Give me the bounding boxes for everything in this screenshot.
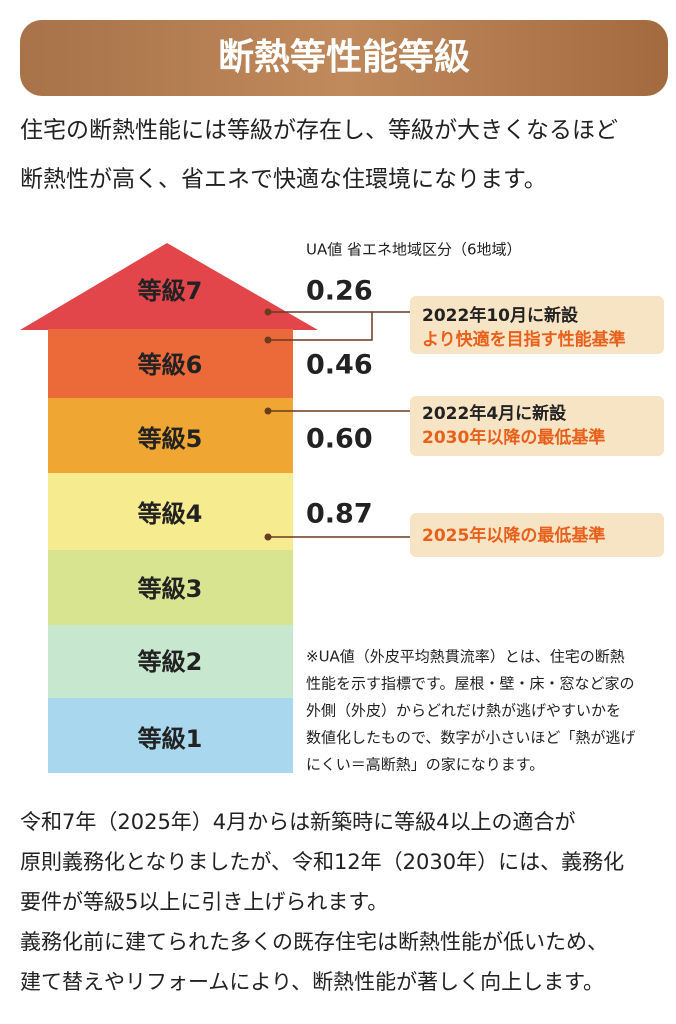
body-line: 原則義務化となりましたが、令和12年（2030年）には、義務化 — [20, 850, 624, 874]
body-line: 要件が等級5以上に引き上げられます。 — [20, 890, 388, 914]
band — [48, 698, 293, 773]
grade-label: 等級1 — [138, 725, 203, 753]
grade-label: 等級3 — [138, 575, 203, 603]
ua-value: 0.26 — [306, 276, 373, 307]
note-text: 2022年10月に新設 — [422, 305, 579, 326]
ua-value: 0.87 — [306, 499, 373, 530]
body-text: 令和7年（2025年）4月からは新築時に等級4以上の適合が原則義務化となりました… — [20, 810, 624, 994]
grade-label: 等級6 — [138, 351, 203, 379]
note-text: 2025年以降の最低基準 — [422, 525, 605, 546]
ua-value: 0.60 — [306, 424, 373, 455]
note-box — [410, 396, 664, 456]
grade-label: 等級7 — [138, 277, 203, 305]
footnote-line: ※UA値（外皮平均熱貫流率）とは、住宅の断熱 — [306, 648, 625, 666]
body-line: 義務化前に建てられた多くの既存住宅は断熱性能が低いため、 — [20, 930, 608, 954]
note-text: 2030年以降の最低基準 — [422, 427, 605, 448]
footnote-line: 数値化したもので、数字が小さいほど「熱が逃げ — [306, 729, 635, 747]
ua-header: UA値 省エネ地域区分（6地域） — [306, 241, 522, 259]
connectors — [268, 311, 410, 538]
ua-value: 0.46 — [306, 350, 373, 381]
body-line: 建て替えやリフォームにより、断熱性能が著しく向上します。 — [20, 970, 604, 994]
band — [48, 473, 293, 551]
note-box — [410, 296, 664, 354]
footnote: ※UA値（外皮平均熱貫流率）とは、住宅の断熱性能を示す指標です。屋根・壁・床・窓… — [306, 648, 635, 774]
note-text: 2022年4月に新設 — [422, 403, 567, 424]
grade-label: 等級4 — [138, 500, 203, 528]
footnote-line: 外側（外皮）からどれだけ熱が逃げやすいかを — [306, 702, 621, 720]
band — [48, 625, 293, 699]
grade-labels: 等級7 0.26 等級6 0.46 等級5 0.60 等級4 0.87 等級3 等級2 等級1 — [138, 276, 373, 754]
footnote-line: 性能を示す指標です。屋根・壁・床・窓など家の — [306, 675, 635, 693]
band — [48, 398, 293, 474]
note-text: より快適を目指す性能基準 — [422, 329, 626, 350]
footnote-line: にくい＝高断熱」の家になります。 — [306, 756, 544, 774]
arrow-roof — [20, 243, 318, 330]
title-banner — [20, 20, 668, 96]
grade-label: 等級5 — [138, 425, 203, 453]
intro-line: 断熱性が高く、省エネで快適な住環境になります。 — [20, 167, 547, 193]
connector-dots — [264, 308, 272, 541]
band — [48, 550, 293, 626]
intro-line: 住宅の断熱性能には等級が存在し、等級が大きくなるほど — [20, 118, 618, 144]
note-box — [410, 513, 664, 557]
band — [48, 329, 293, 399]
grade-label: 等級2 — [138, 648, 203, 676]
body-line: 令和7年（2025年）4月からは新築時に等級4以上の適合が — [20, 810, 576, 834]
title: 断熱等性能等級 — [218, 37, 470, 78]
